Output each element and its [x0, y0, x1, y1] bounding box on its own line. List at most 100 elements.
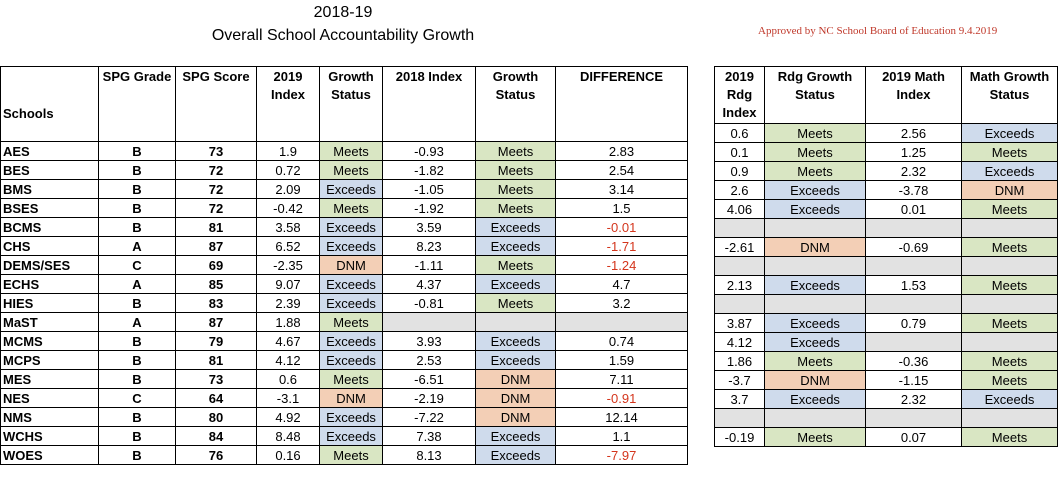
table-row: BCMS B 81 3.58 Exceeds 3.59 Exceeds -0.01	[0, 217, 688, 237]
spg-score-cell: 85	[175, 274, 257, 294]
rdg-growth-status-cell	[764, 218, 866, 238]
overall-growth-table: Schools SPG Grade SPG Score 2019 Index G…	[0, 66, 688, 465]
index-2018-cell: -1.11	[382, 255, 476, 275]
growth-status-2018-cell: DNM	[475, 388, 556, 408]
table-row: CHS A 87 6.52 Exceeds 8.23 Exceeds -1.71	[0, 236, 688, 256]
table-row: -0.19 Meets 0.07 Meets	[714, 427, 1058, 447]
math-growth-status-cell: Meets	[961, 275, 1058, 295]
rdg-index-cell: 0.6	[714, 123, 765, 143]
math-index-cell: 2.32	[865, 389, 962, 409]
table-row: 2.13 Exceeds 1.53 Meets	[714, 275, 1058, 295]
school-cell: ECHS	[0, 274, 99, 294]
growth-status-2019-cell: Exceeds	[319, 407, 383, 427]
growth-status-2018-cell: Exceeds	[475, 274, 556, 294]
school-cell: BCMS	[0, 217, 99, 237]
index-2019-cell: 3.58	[256, 217, 320, 237]
growth-status-2019-cell: Meets	[319, 141, 383, 161]
header-spg-score: SPG Score	[175, 66, 257, 142]
table-row: BSES B 72 -0.42 Meets -1.92 Meets 1.5	[0, 198, 688, 218]
spg-grade-cell: C	[98, 388, 176, 408]
spg-score-cell: 76	[175, 445, 257, 465]
index-2018-cell: 3.59	[382, 217, 476, 237]
math-index-cell: 0.07	[865, 427, 962, 447]
math-index-cell: -3.78	[865, 180, 962, 200]
growth-status-2018-cell: Exceeds	[475, 445, 556, 465]
index-2018-cell: 7.38	[382, 426, 476, 446]
math-index-cell: 1.25	[865, 142, 962, 162]
index-2018-cell: -7.22	[382, 407, 476, 427]
rdg-growth-status-cell	[764, 256, 866, 276]
growth-status-2019-cell: Exceeds	[319, 350, 383, 370]
table-row: 1.86 Meets -0.36 Meets	[714, 351, 1058, 371]
growth-status-2019-cell: Exceeds	[319, 179, 383, 199]
table-row: AES B 73 1.9 Meets -0.93 Meets 2.83	[0, 141, 688, 161]
header-schools: Schools	[0, 66, 99, 142]
index-2019-cell: 9.07	[256, 274, 320, 294]
index-2019-cell: -2.35	[256, 255, 320, 275]
math-index-cell: 2.32	[865, 161, 962, 181]
rdg-growth-status-cell: Meets	[764, 142, 866, 162]
table-row: DEMS/SES C 69 -2.35 DNM -1.11 Meets -1.24	[0, 255, 688, 275]
rdg-index-cell	[714, 218, 765, 238]
spg-score-cell: 81	[175, 350, 257, 370]
spg-grade-cell: B	[98, 179, 176, 199]
school-cell: MES	[0, 369, 99, 389]
table-row: 0.9 Meets 2.32 Exceeds	[714, 161, 1058, 181]
difference-cell: -1.24	[555, 255, 688, 275]
header-2019-math-index: 2019 Math Index	[865, 66, 962, 124]
math-growth-status-cell: Meets	[961, 427, 1058, 447]
math-index-cell: 0.79	[865, 313, 962, 333]
school-cell: AES	[0, 141, 99, 161]
difference-cell: 7.11	[555, 369, 688, 389]
index-2018-cell: -1.05	[382, 179, 476, 199]
math-growth-status-cell	[961, 332, 1058, 352]
report-year: 2018-19	[313, 4, 373, 21]
growth-status-2018-cell: Meets	[475, 179, 556, 199]
school-cell: NMS	[0, 407, 99, 427]
approval-note: Approved by NC School Board of Education…	[758, 25, 998, 37]
table-row: ECHS A 85 9.07 Exceeds 4.37 Exceeds 4.7	[0, 274, 688, 294]
header-difference: DIFFERENCE	[555, 66, 688, 142]
difference-cell: -1.71	[555, 236, 688, 256]
growth-status-2019-cell: Exceeds	[319, 217, 383, 237]
math-index-cell	[865, 218, 962, 238]
school-cell: DEMS/SES	[0, 255, 99, 275]
spg-score-cell: 73	[175, 141, 257, 161]
difference-cell: 0.74	[555, 331, 688, 351]
difference-cell: 1.5	[555, 198, 688, 218]
rdg-index-cell: -0.19	[714, 427, 765, 447]
header-spg-grade: SPG Grade	[98, 66, 176, 142]
index-2019-cell: 4.67	[256, 331, 320, 351]
index-2018-cell	[382, 312, 476, 332]
table-row: 3.87 Exceeds 0.79 Meets	[714, 313, 1058, 333]
school-cell: BES	[0, 160, 99, 180]
table-row: NES C 64 -3.1 DNM -2.19 DNM -0.91	[0, 388, 688, 408]
school-cell: HIES	[0, 293, 99, 313]
math-growth-status-cell	[961, 408, 1058, 428]
table-row: -2.61 DNM -0.69 Meets	[714, 237, 1058, 257]
math-index-cell	[865, 408, 962, 428]
math-growth-status-cell: Exceeds	[961, 161, 1058, 181]
school-cell: BSES	[0, 198, 99, 218]
growth-status-2018-cell: Exceeds	[475, 426, 556, 446]
math-growth-status-cell: Meets	[961, 199, 1058, 219]
rdg-index-cell: 0.1	[714, 142, 765, 162]
math-index-cell: -0.69	[865, 237, 962, 257]
math-growth-status-cell: Meets	[961, 313, 1058, 333]
math-index-cell	[865, 256, 962, 276]
growth-status-2019-cell: Meets	[319, 160, 383, 180]
spg-grade-cell: B	[98, 198, 176, 218]
spg-grade-cell: B	[98, 217, 176, 237]
table-row: BMS B 72 2.09 Exceeds -1.05 Meets 3.14	[0, 179, 688, 199]
table-header-row: 2019 Rdg Index Rdg Growth Status 2019 Ma…	[714, 66, 1058, 124]
index-2018-cell: -0.81	[382, 293, 476, 313]
spg-score-cell: 87	[175, 236, 257, 256]
index-2019-cell: 8.48	[256, 426, 320, 446]
table-row: BES B 72 0.72 Meets -1.82 Meets 2.54	[0, 160, 688, 180]
index-2019-cell: -3.1	[256, 388, 320, 408]
growth-status-2018-cell: Meets	[475, 198, 556, 218]
difference-cell: 4.7	[555, 274, 688, 294]
rdg-index-cell: -3.7	[714, 370, 765, 390]
difference-cell: 3.14	[555, 179, 688, 199]
spg-score-cell: 84	[175, 426, 257, 446]
